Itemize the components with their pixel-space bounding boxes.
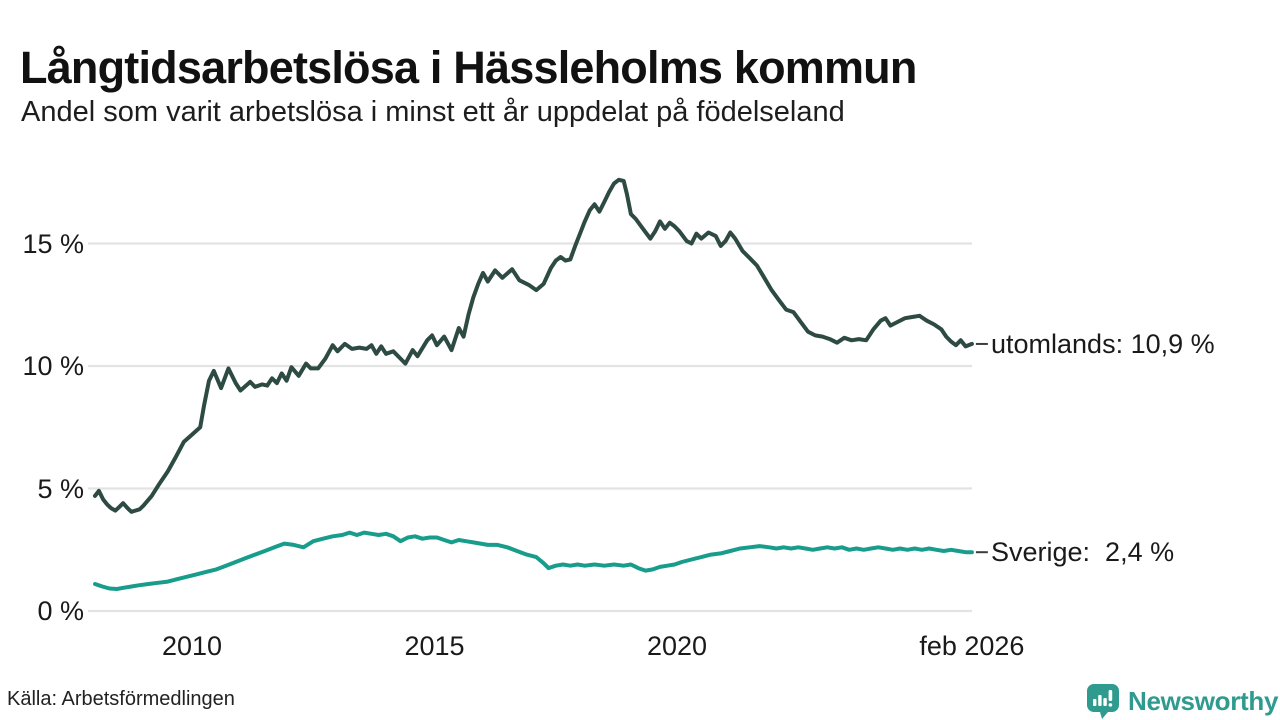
x-tick-label: 2020 [646,631,708,661]
x-tick-label: feb 2026 [919,631,1025,661]
series-end-label-utomlands: utomlands: 10,9 % [991,328,1215,359]
series-line-Sverige [93,530,974,591]
series-lines [93,177,974,591]
y-tick-label: 0 % [37,596,84,626]
chart-subtitle: Andel som varit arbetslösa i minst ett å… [21,96,845,128]
chart-title: Långtidsarbetslösa i Hässleholms kommun [20,42,917,94]
x-tick-label: 2015 [404,631,465,661]
y-tick-label: 10 % [22,351,84,381]
series-line-utomlands [93,177,974,514]
y-tick-label: 15 % [22,228,84,259]
newsworthy-wordmark: Newsworthy [1128,685,1279,716]
gridlines [88,242,972,613]
series-end-label-Sverige: Sverige: 2,4 % [991,537,1175,568]
leader-dashes [975,342,988,554]
x-tick-label: 2010 [161,631,223,661]
newsworthy-bubble-chart-icon [1087,684,1119,719]
y-tick-label: 5 % [37,473,84,504]
newsworthy-logo: Newsworthy [1086,683,1278,719]
source-note: Källa: Arbetsförmedlingen [7,688,235,710]
